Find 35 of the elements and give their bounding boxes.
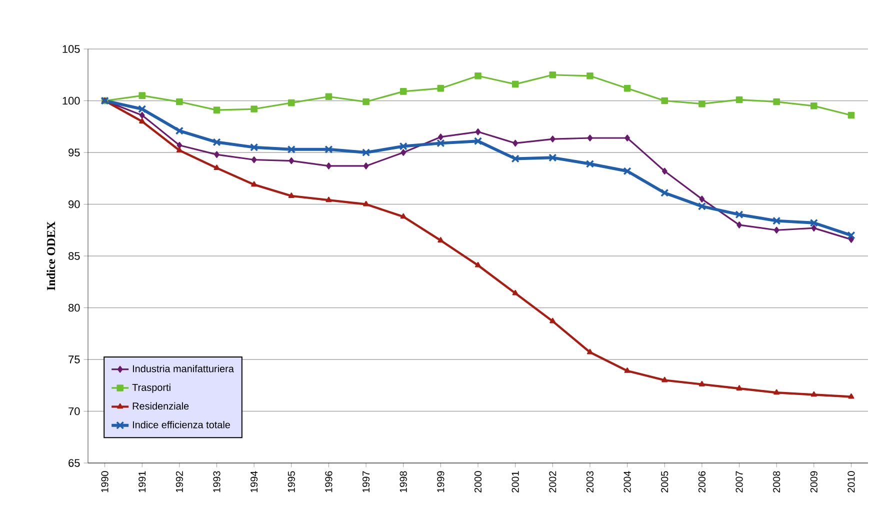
- y-tick-label: 95: [68, 148, 80, 156]
- legend-label: Trasporti: [132, 384, 170, 393]
- x-tick-label: 2000: [474, 471, 482, 492]
- legend-label: Industria manifatturiera: [132, 364, 234, 372]
- y-tick-label: 105: [62, 45, 80, 53]
- x-tick-label: 1996: [325, 471, 332, 492]
- y-tick-label: 65: [68, 459, 80, 467]
- y-tick-label: 75: [68, 356, 80, 364]
- x-tick-label: 2002: [549, 471, 556, 492]
- x-tick-label: 1994: [250, 471, 258, 492]
- y-tick-label: 70: [68, 407, 80, 416]
- x-tick-label: 2005: [661, 471, 668, 492]
- x-tick-label: 1999: [437, 471, 444, 492]
- y-tick-label: 90: [68, 200, 80, 208]
- x-tick-label: 2001: [512, 471, 519, 492]
- x-tick-label: 1995: [288, 471, 295, 492]
- x-tick-label: 2006: [698, 471, 706, 492]
- x-tick-label: 2009: [810, 471, 818, 492]
- y-tick-label: 85: [68, 252, 80, 260]
- x-tick-label: 1992: [176, 471, 183, 492]
- x-tick-label: 1991: [138, 471, 146, 492]
- y-tick-label: 100: [62, 96, 80, 105]
- x-tick-label: 1993: [213, 471, 220, 492]
- x-tick-label: 2007: [736, 471, 743, 492]
- x-tick-label: 2008: [773, 471, 780, 492]
- x-tick-label: 1997: [362, 471, 370, 492]
- x-tick-label: 1990: [101, 471, 108, 492]
- y-axis-title: Indice ODEX: [46, 221, 56, 290]
- legend-label: Residenziale: [132, 402, 189, 410]
- x-tick-label: 2010: [848, 471, 855, 492]
- x-tick-label: 2004: [624, 471, 631, 492]
- y-tick-label: 80: [68, 304, 80, 312]
- legend-label: Indice efficienza totale: [132, 420, 230, 428]
- x-tick-label: 1998: [400, 471, 407, 492]
- x-tick-label: 2003: [586, 471, 594, 492]
